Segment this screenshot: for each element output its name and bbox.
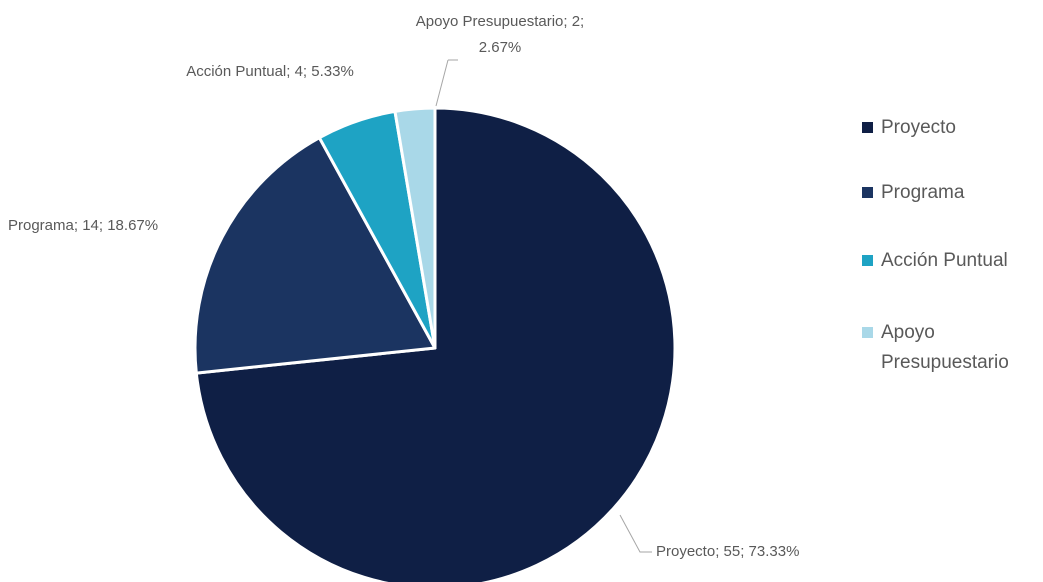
- legend-label: Acción Puntual: [881, 250, 1008, 271]
- data-label: Apoyo Presupuestario; 2; 2.67%: [415, 13, 585, 56]
- pie-slice: [393, 106, 437, 350]
- data-label: Proyecto; 55; 73.33%: [656, 543, 800, 560]
- legend-swatch: [862, 327, 873, 338]
- legend-label: Proyecto: [881, 117, 956, 138]
- data-label: Programa; 14; 18.67%: [8, 217, 159, 234]
- data-label: Acción Puntual; 4; 5.33%: [186, 63, 354, 80]
- legend-swatch: [862, 255, 873, 266]
- leader-line: [435, 59, 458, 107]
- legend-label: Apoyo Presupuestario: [881, 322, 1009, 373]
- legend-swatch: [862, 122, 873, 133]
- legend-swatch: [862, 187, 873, 198]
- legend-label: Programa: [881, 182, 965, 203]
- leader-line: [619, 514, 652, 553]
- pie-slice: [193, 136, 437, 375]
